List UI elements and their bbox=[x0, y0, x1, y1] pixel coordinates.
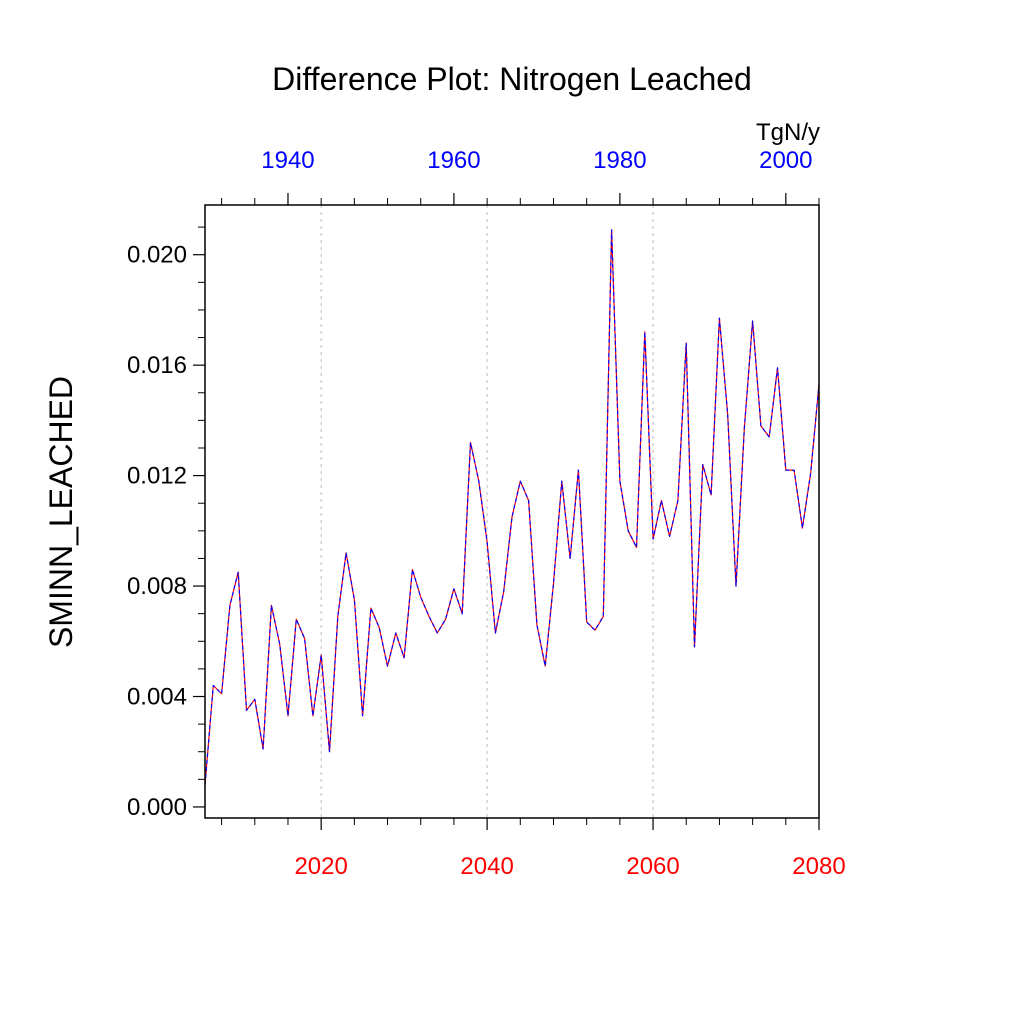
data-series bbox=[204, 229, 820, 785]
axis-ticks bbox=[193, 193, 820, 830]
y-tick-label: 0.016 bbox=[127, 352, 187, 379]
x-top-tick-label: 1960 bbox=[427, 147, 480, 174]
x-bottom-tick-label: 2060 bbox=[626, 853, 679, 880]
chart-title: Difference Plot: Nitrogen Leached bbox=[272, 61, 752, 97]
y-tick-label: 0.012 bbox=[127, 463, 187, 490]
y-tick-label: 0.008 bbox=[127, 573, 187, 600]
x-top-tick-label: 1940 bbox=[261, 147, 314, 174]
x-bottom-tick-label: 2020 bbox=[294, 853, 347, 880]
units-label: TgN/y bbox=[756, 119, 820, 146]
tick-labels: 2020 2040 2060 2080 1940 1960 1980 2000 0.000 0.0… bbox=[127, 147, 846, 880]
series-line-blue bbox=[204, 229, 820, 785]
x-bottom-tick-label: 2040 bbox=[460, 853, 513, 880]
y-tick-label: 0.004 bbox=[127, 684, 187, 711]
x-top-tick-label: 1980 bbox=[593, 147, 646, 174]
plot-frame bbox=[204, 204, 820, 819]
y-axis-label: SMINN_LEACHED bbox=[43, 376, 79, 648]
y-tick-label: 0.020 bbox=[127, 242, 187, 269]
x-top-tick-label: 2000 bbox=[759, 147, 812, 174]
x-bottom-tick-label: 2080 bbox=[792, 853, 845, 880]
y-tick-label: 0.000 bbox=[127, 794, 187, 821]
